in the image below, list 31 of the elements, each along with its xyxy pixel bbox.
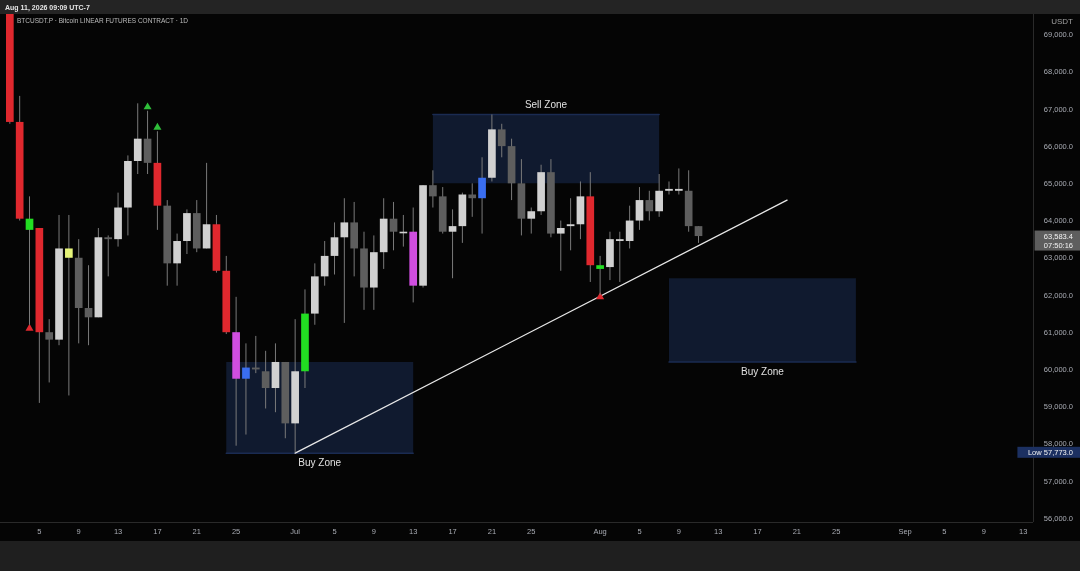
point bbox=[25, 323, 34, 331]
candlestick bbox=[133, 102, 142, 175]
point bbox=[153, 122, 162, 130]
series-label: Buy Zone bbox=[741, 365, 785, 377]
point bbox=[143, 102, 152, 110]
candlestick bbox=[635, 186, 644, 231]
candlestick bbox=[330, 221, 339, 276]
candlestick bbox=[615, 231, 624, 283]
candlestick bbox=[389, 201, 398, 251]
candlestick bbox=[242, 342, 250, 436]
candlestick bbox=[429, 169, 437, 209]
candlestick bbox=[173, 233, 181, 287]
series-label: Buy Zone bbox=[298, 457, 342, 469]
candlestick bbox=[478, 156, 486, 235]
series-label: Sell Zone bbox=[524, 99, 568, 111]
candlestick bbox=[468, 182, 477, 218]
candlestick bbox=[556, 220, 565, 272]
candlestick bbox=[261, 350, 270, 409]
candlestick bbox=[674, 167, 683, 195]
candlestick bbox=[665, 180, 673, 195]
candlestick bbox=[527, 207, 536, 235]
candlestick bbox=[340, 197, 349, 324]
candlestick bbox=[497, 123, 506, 158]
candlestick bbox=[655, 173, 663, 218]
candlestick bbox=[645, 190, 654, 222]
candlestick bbox=[448, 208, 457, 279]
y-axis-title: USDT bbox=[1051, 17, 1074, 26]
candlestick bbox=[566, 197, 575, 251]
candlestick bbox=[104, 234, 113, 277]
candlestick bbox=[65, 214, 73, 396]
candlestick bbox=[45, 318, 54, 383]
